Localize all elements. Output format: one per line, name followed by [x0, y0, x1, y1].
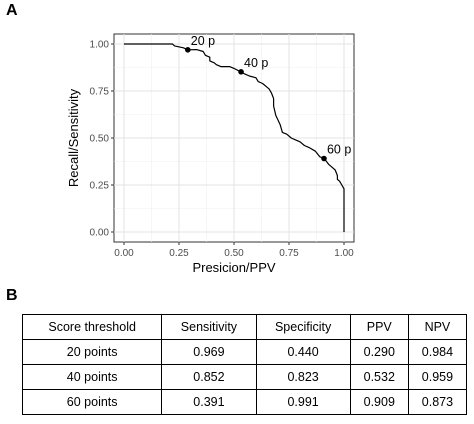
- axis-ticks: 0.00 0.25 0.50 0.75 1.00 0.00 0.25 0.50 0.75 1.00: [90, 40, 355, 260]
- x-tick-label: 0.75: [279, 248, 299, 259]
- x-tick-label: 1.00: [334, 248, 354, 259]
- table-cell: 0.984: [407, 339, 468, 365]
- x-tick-label: 0.25: [169, 248, 189, 259]
- threshold-label: 40 p: [244, 56, 268, 70]
- table-cell: 0.823: [255, 364, 351, 390]
- table-cell: 0.909: [349, 389, 409, 415]
- pr-curve-line: [124, 43, 345, 232]
- y-tick-label: 0.75: [90, 87, 110, 98]
- x-tick-label: 0.00: [114, 248, 134, 259]
- x-tick-label: 0.50: [224, 248, 244, 259]
- table-row: 20 points 0.969 0.440 0.290 0.984: [21, 339, 468, 365]
- series-layer: [124, 43, 345, 232]
- threshold-point: [238, 69, 244, 75]
- y-axis-label: Recall/Sensitivity: [66, 88, 81, 187]
- threshold-point: [321, 155, 327, 162]
- header-npv: NPV: [407, 314, 468, 340]
- table-row: 60 points 0.391 0.991 0.909 0.873: [21, 389, 468, 415]
- table-cell: 0.873: [407, 389, 468, 415]
- table-cell: 0.440: [255, 339, 351, 365]
- threshold-label: 20 p: [191, 34, 215, 48]
- table-cell: 60 points: [21, 389, 163, 415]
- table-cell: 0.852: [161, 364, 257, 390]
- table-header-row: Score threshold Sensitivity Specificity …: [21, 314, 468, 340]
- table-cell: 0.991: [255, 389, 351, 415]
- y-tick-label: 0.25: [90, 181, 110, 192]
- table-cell: 0.969: [161, 339, 257, 365]
- header-ppv: PPV: [349, 314, 409, 340]
- table-row: 40 points 0.852 0.823 0.532 0.959: [21, 364, 468, 390]
- panel-label-b: B: [6, 287, 18, 304]
- y-tick-label: 0.50: [90, 134, 110, 145]
- table-cell: 20 points: [21, 339, 163, 365]
- table-cell: 0.391: [161, 389, 257, 415]
- table-cell: 40 points: [21, 364, 163, 390]
- header-sensitivity: Sensitivity: [161, 314, 257, 340]
- metrics-table: Score threshold Sensitivity Specificity …: [21, 314, 468, 415]
- y-tick-label: 0.00: [90, 228, 110, 239]
- table-cell: 0.290: [349, 339, 409, 365]
- header-score-threshold: Score threshold: [21, 314, 163, 340]
- threshold-label: 60 p: [327, 142, 351, 156]
- table-cell: 0.532: [349, 364, 409, 390]
- threshold-point: [185, 47, 191, 53]
- x-axis-label: Presicion/PPV: [192, 260, 275, 275]
- annotation-layer: 20 p 40 p 60 p: [185, 34, 351, 162]
- table-cell: 0.959: [407, 364, 468, 390]
- precision-recall-chart: 0.00 0.25 0.50 0.75 1.00 0.00 0.25 0.50 0.75 1.00…: [66, 33, 355, 275]
- header-specificity: Specificity: [255, 314, 351, 340]
- y-tick-label: 1.00: [90, 40, 110, 51]
- panel-label-a: A: [6, 2, 18, 19]
